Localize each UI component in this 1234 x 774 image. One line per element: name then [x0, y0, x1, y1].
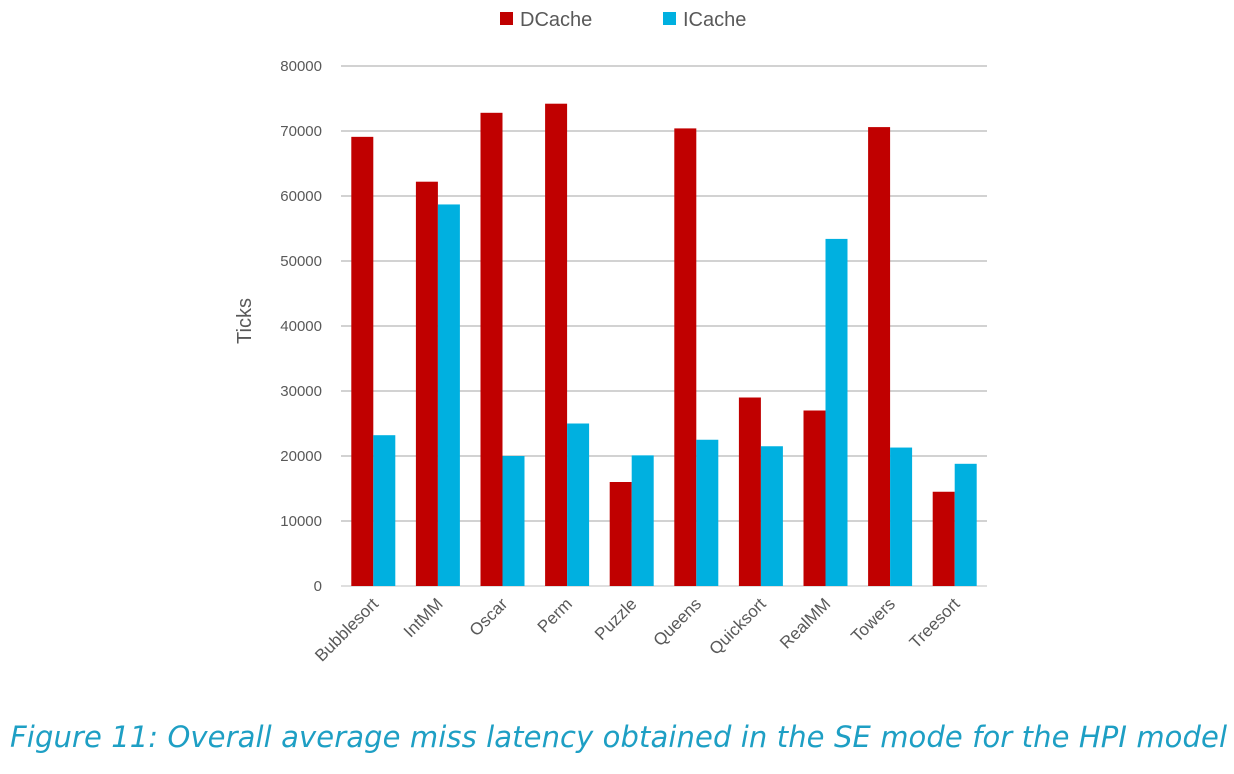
y-axis-ticks: 0 10000 20000 30000 40000 50000 60000 70000 8000… — [280, 58, 322, 595]
legend-label-icache: ICache — [683, 9, 746, 31]
bar-dcache-towers — [868, 127, 891, 586]
bar-dcache-intmm — [415, 181, 438, 586]
bar-icache-oscar — [502, 456, 525, 586]
x-tick-label: Puzzle — [591, 594, 641, 644]
chart-legend: DCache ICache — [500, 9, 746, 31]
y-tick-label: 20000 — [280, 448, 322, 465]
x-tick-label: Perm — [534, 594, 576, 636]
bar-icache-intmm — [437, 204, 460, 586]
bar-icache-puzzle — [631, 455, 654, 586]
bar-dcache-bubblesort — [351, 136, 374, 586]
bar-dcache-quicksort — [738, 397, 761, 586]
bar-dcache-queens — [674, 128, 697, 586]
y-tick-label: 50000 — [280, 253, 322, 270]
bar-icache-treesort — [954, 463, 977, 586]
bar-icache-realmm — [825, 238, 848, 586]
figure-caption: Figure 11: Overall average miss latency … — [10, 720, 1228, 754]
y-axis-title: Ticks — [234, 298, 256, 344]
bar-icache-towers — [890, 447, 913, 586]
bar-dcache-treesort — [932, 491, 955, 586]
y-tick-label: 60000 — [280, 188, 322, 205]
bar-chart: DCache ICache 0 10000 20000 30000 40000 50000 6… — [234, 9, 987, 665]
y-tick-label: 70000 — [280, 123, 322, 140]
bar-icache-perm — [567, 423, 590, 586]
legend-swatch-icache — [663, 12, 676, 25]
bar-dcache-puzzle — [609, 482, 632, 586]
x-tick-label: Bubblesort — [311, 594, 382, 665]
x-tick-label: Treesort — [906, 594, 964, 652]
legend-swatch-dcache — [500, 12, 513, 25]
bar-icache-bubblesort — [373, 435, 396, 586]
x-tick-label: Queens — [650, 594, 706, 650]
y-tick-label: 40000 — [280, 318, 322, 335]
x-tick-label: IntMM — [400, 594, 447, 641]
y-tick-label: 0 — [314, 578, 322, 595]
bar-dcache-perm — [545, 103, 568, 586]
legend-label-dcache: DCache — [520, 9, 592, 31]
bar-dcache-realmm — [803, 410, 826, 586]
bars — [351, 103, 977, 587]
y-tick-label: 30000 — [280, 383, 322, 400]
bar-icache-quicksort — [760, 446, 783, 586]
x-tick-label: Oscar — [466, 594, 512, 640]
y-tick-label: 80000 — [280, 58, 322, 75]
x-tick-label: RealMM — [776, 594, 834, 652]
x-axis-labels: Bubblesort IntMM Oscar Perm Puzzle Queens Quic… — [311, 594, 963, 665]
x-tick-label: Quicksort — [706, 594, 770, 658]
y-tick-label: 10000 — [280, 513, 322, 530]
bar-icache-queens — [696, 439, 719, 586]
bar-dcache-oscar — [480, 112, 503, 587]
x-tick-label: Towers — [847, 594, 899, 646]
